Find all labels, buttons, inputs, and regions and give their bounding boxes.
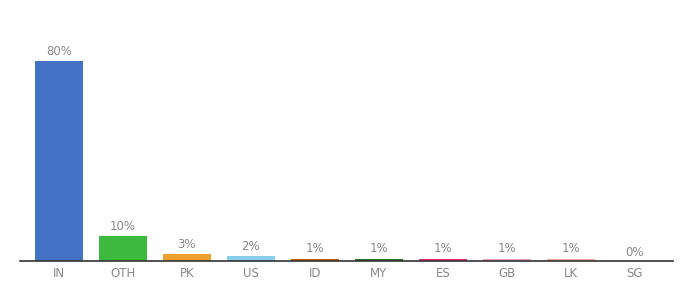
Bar — [355, 259, 403, 261]
Text: 1%: 1% — [562, 242, 580, 256]
Text: 80%: 80% — [46, 45, 71, 58]
Text: 2%: 2% — [241, 240, 260, 253]
Bar — [419, 259, 466, 261]
Bar — [35, 61, 83, 261]
Bar — [227, 256, 275, 261]
Text: 10%: 10% — [109, 220, 136, 233]
Text: 1%: 1% — [369, 242, 388, 256]
Text: 1%: 1% — [498, 242, 516, 256]
Bar — [547, 259, 595, 261]
Bar — [483, 259, 531, 261]
Text: 1%: 1% — [305, 242, 324, 256]
Text: 0%: 0% — [626, 245, 644, 259]
Text: 3%: 3% — [177, 238, 196, 250]
Bar — [99, 236, 147, 261]
Bar — [163, 254, 211, 261]
Text: 1%: 1% — [433, 242, 452, 256]
Bar — [291, 259, 339, 261]
